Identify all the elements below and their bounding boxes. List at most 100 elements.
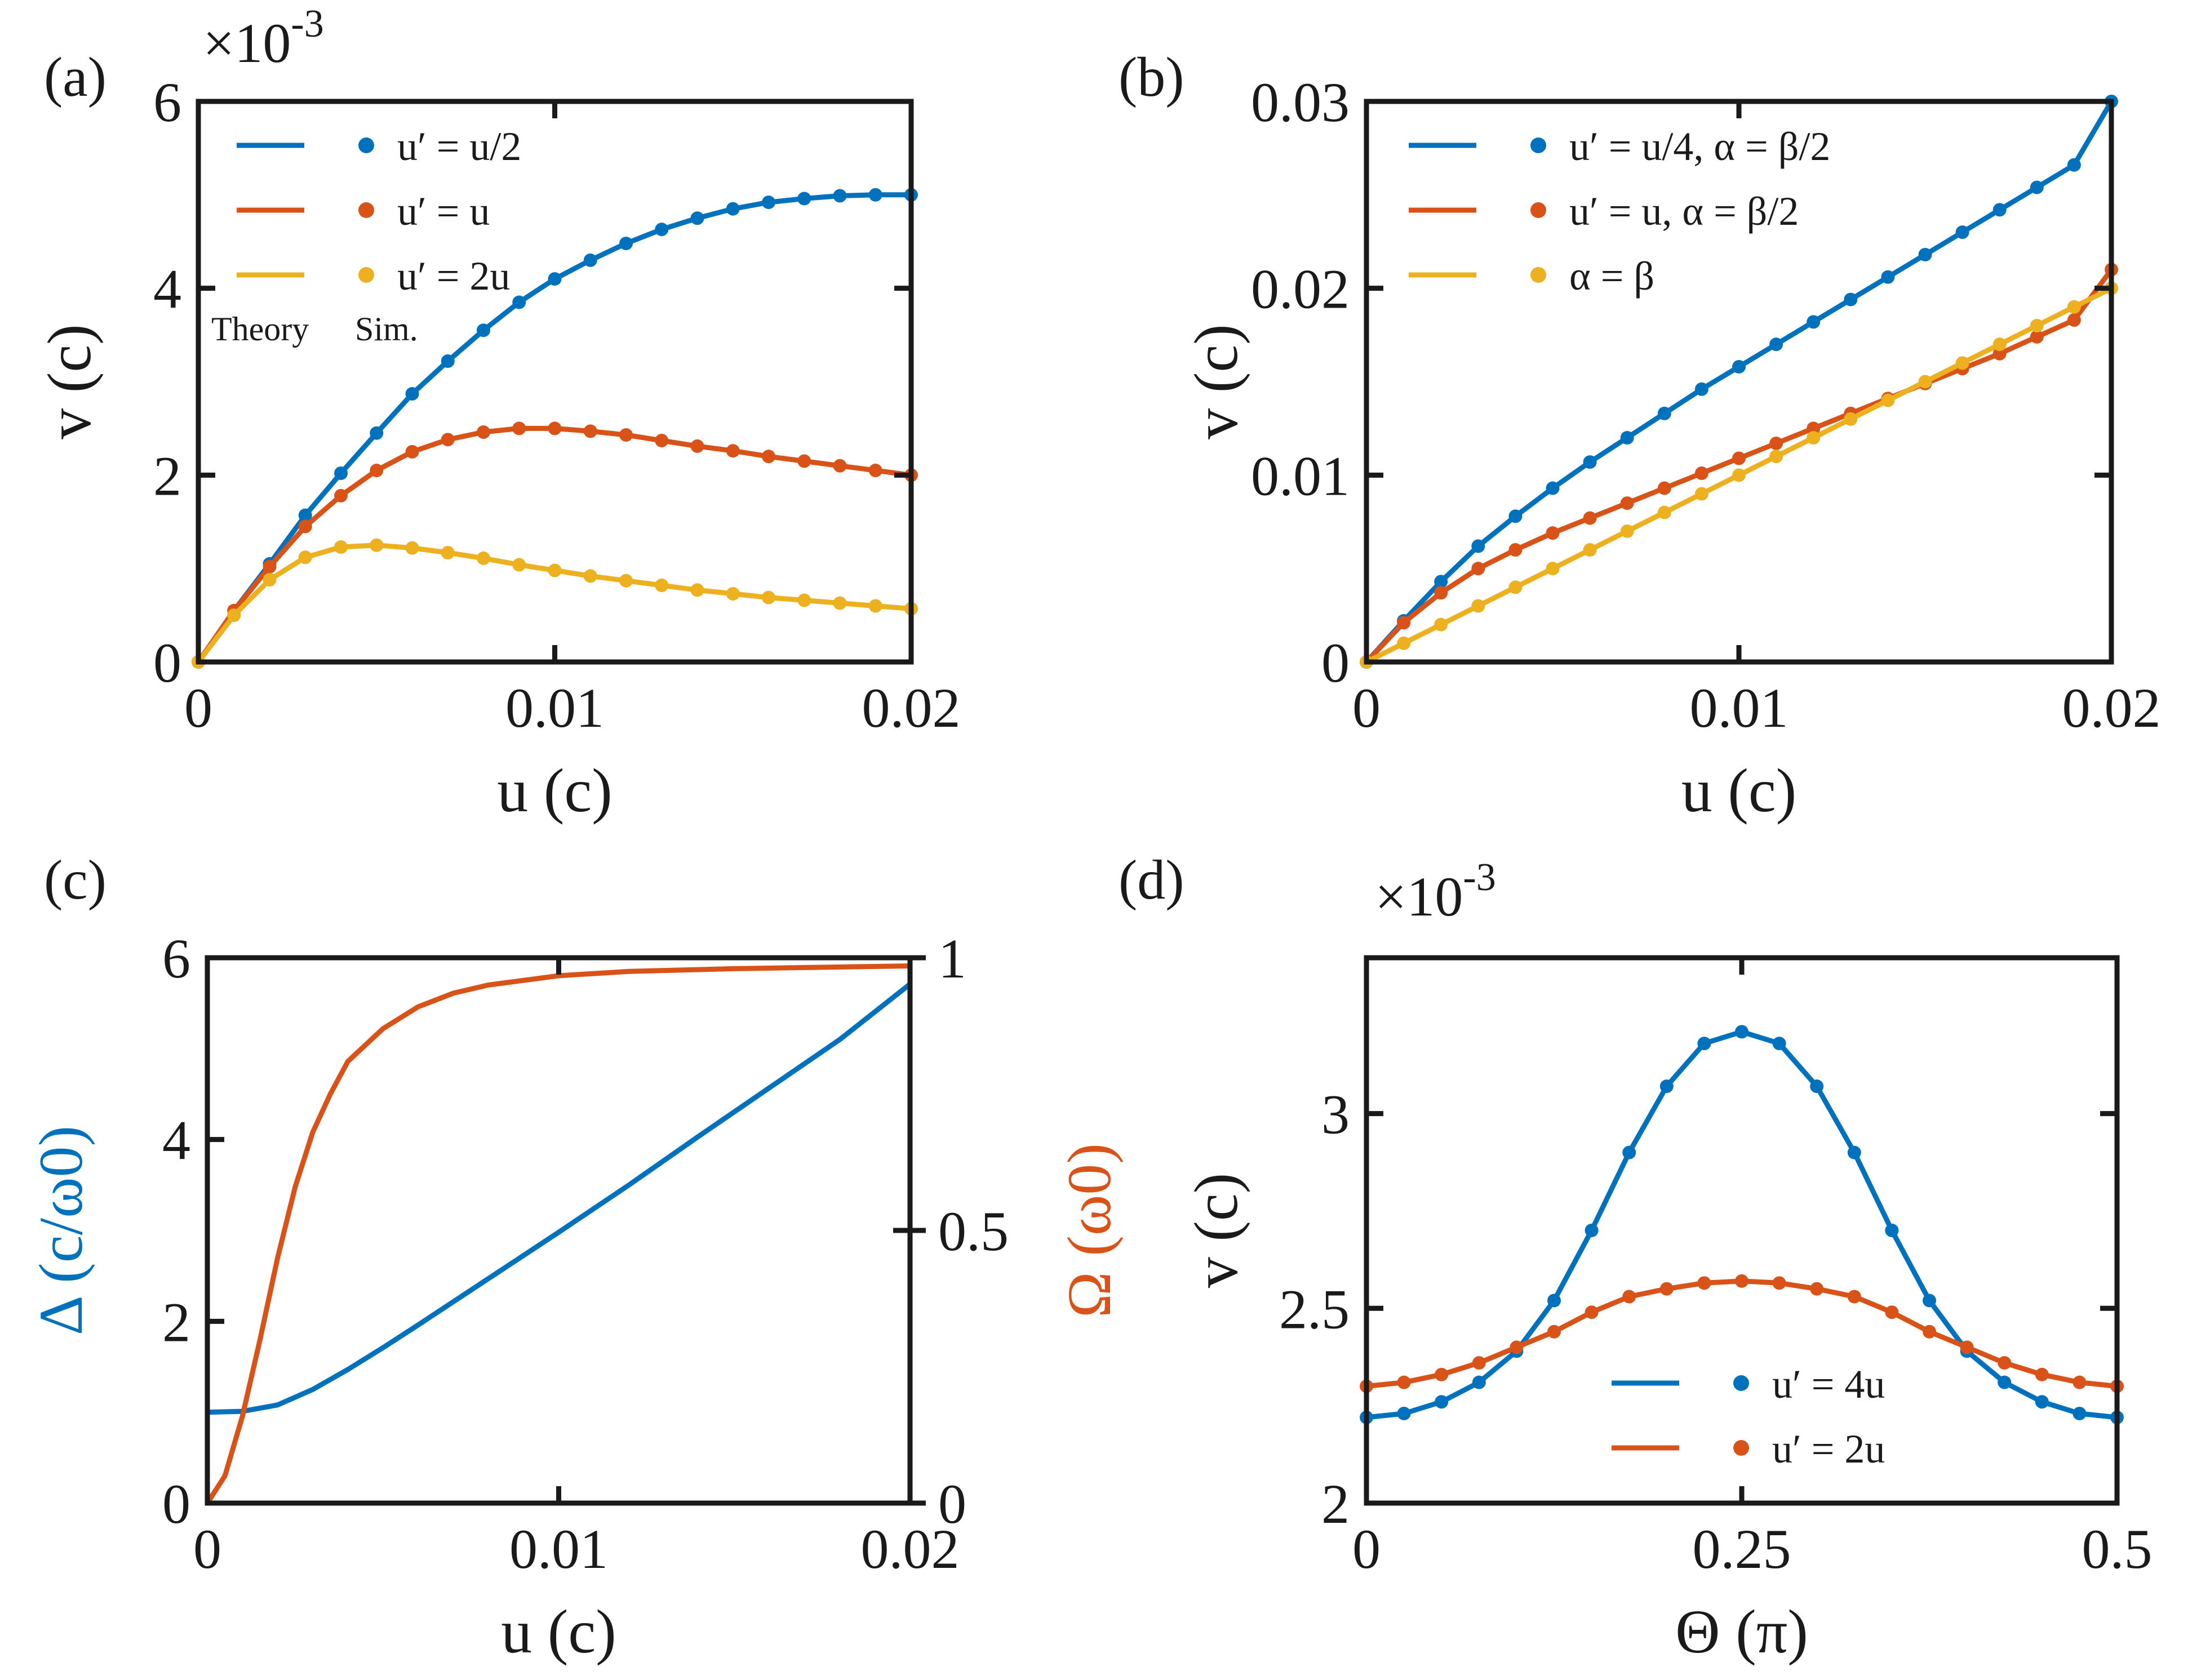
data-point [1397, 1375, 1411, 1389]
data-point [1885, 1305, 1899, 1319]
panel-a: (a) ×10-3 0 0.01 0.02 0 2 4 6 u (c) v (c) u′ = u/2 u… [35, 2, 961, 825]
x-axis-label: u (c) [501, 1597, 616, 1666]
data-point [726, 586, 740, 601]
data-point [1697, 1276, 1711, 1290]
data-point [583, 569, 597, 583]
y-axis-label: Δ (c/ω0) [26, 1126, 95, 1335]
data-point [762, 590, 775, 605]
y-tick-label: 3 [1321, 1083, 1350, 1146]
data-point [227, 608, 241, 623]
axis-multiplier: ×10-3 [1375, 856, 1496, 928]
data-point [441, 545, 455, 559]
data-point [1435, 1367, 1449, 1381]
data-point [655, 223, 669, 237]
y-tick-label: 0.02 [1251, 258, 1350, 321]
data-point [868, 599, 882, 613]
data-point [298, 550, 312, 565]
y-tick-label: 6 [162, 927, 190, 990]
data-point [298, 508, 312, 522]
data-point [2030, 180, 2044, 194]
data-point [405, 387, 419, 401]
y-tick-label: 2 [1321, 1473, 1350, 1535]
x-axis-label: u (c) [497, 756, 613, 825]
legend-marker [1530, 137, 1546, 153]
legend-marker [358, 202, 374, 218]
panel-d: (d) ×10-3 0 0.25 0.5 2 2.5 3 Θ (π) v (c) u′ = 4u u′… [1119, 848, 2153, 1666]
legend-col-header: Sim. [355, 310, 418, 348]
data-point [1471, 599, 1485, 613]
data-point [1547, 1325, 1561, 1339]
data-point [1472, 1356, 1486, 1370]
data-point [1732, 359, 1746, 374]
data-point [833, 189, 847, 203]
data-point [405, 445, 419, 459]
data-point [1847, 1145, 1861, 1159]
multiplier-exponent: -3 [291, 2, 323, 46]
data-point [655, 579, 669, 593]
data-point [512, 421, 526, 435]
data-point [1659, 1282, 1674, 1296]
legend-marker [1530, 267, 1546, 283]
data-point [512, 295, 526, 309]
data-point [583, 424, 597, 438]
data-point [2073, 1375, 2087, 1389]
y-tick-label-right: 0.5 [938, 1200, 1009, 1263]
axis-multiplier: ×10-3 [203, 2, 324, 74]
data-point [2067, 313, 2081, 327]
data-point [1657, 481, 1671, 495]
y-tick-label: 0.03 [1251, 71, 1350, 134]
series-line-2 [205, 963, 911, 1505]
data-point [1694, 487, 1708, 501]
data-point [1510, 1340, 1524, 1354]
legend-marker [358, 267, 374, 283]
data-point [1772, 1276, 1786, 1290]
data-point [1918, 375, 1932, 389]
data-point [690, 211, 704, 225]
data-point [477, 323, 490, 337]
y-tick-label: 0.01 [1251, 445, 1350, 507]
panel-label: (d) [1119, 848, 1184, 911]
data-point [1583, 511, 1597, 525]
data-point [1694, 382, 1708, 396]
y-tick-label: 6 [153, 71, 181, 134]
y-tick-label-right: 1 [938, 927, 966, 990]
data-point [1547, 1294, 1561, 1308]
data-point [1471, 562, 1485, 576]
data-point [1434, 575, 1448, 589]
data-point [690, 439, 704, 453]
data-point [1697, 1037, 1711, 1051]
multiplier-base: ×10 [1375, 865, 1463, 928]
data-point [1397, 636, 1411, 650]
data-point [1659, 1079, 1674, 1094]
multiplier-base: ×10 [203, 12, 291, 74]
y-axis-label: v (c) [1182, 324, 1250, 439]
data-point [1472, 1375, 1486, 1389]
data-point [726, 202, 740, 216]
data-point [1844, 292, 1858, 306]
data-point [797, 192, 811, 206]
data-point [1620, 524, 1634, 538]
data-point [405, 541, 419, 555]
data-point [655, 433, 669, 447]
y-tick-label: 0 [162, 1473, 190, 1535]
data-point [1992, 203, 2007, 217]
multiplier-exponent: -3 [1463, 856, 1495, 899]
y-tick-label-right: 0 [938, 1473, 966, 1535]
series-line-1 [207, 982, 912, 1415]
data-point [1885, 1224, 1899, 1237]
data-point [1992, 346, 2007, 361]
data-point [334, 540, 348, 554]
data-point [1471, 539, 1485, 553]
data-point [477, 425, 490, 439]
plot-frame [1364, 955, 2120, 1506]
data-point [762, 450, 775, 464]
y-tick-label: 0 [153, 632, 181, 694]
data-point [1955, 356, 1969, 370]
data-point [619, 237, 633, 251]
data-point [2030, 330, 2044, 344]
data-point [619, 574, 633, 588]
y-axis-label: v (c) [35, 324, 104, 439]
data-point [797, 454, 811, 468]
data-point [441, 433, 455, 447]
